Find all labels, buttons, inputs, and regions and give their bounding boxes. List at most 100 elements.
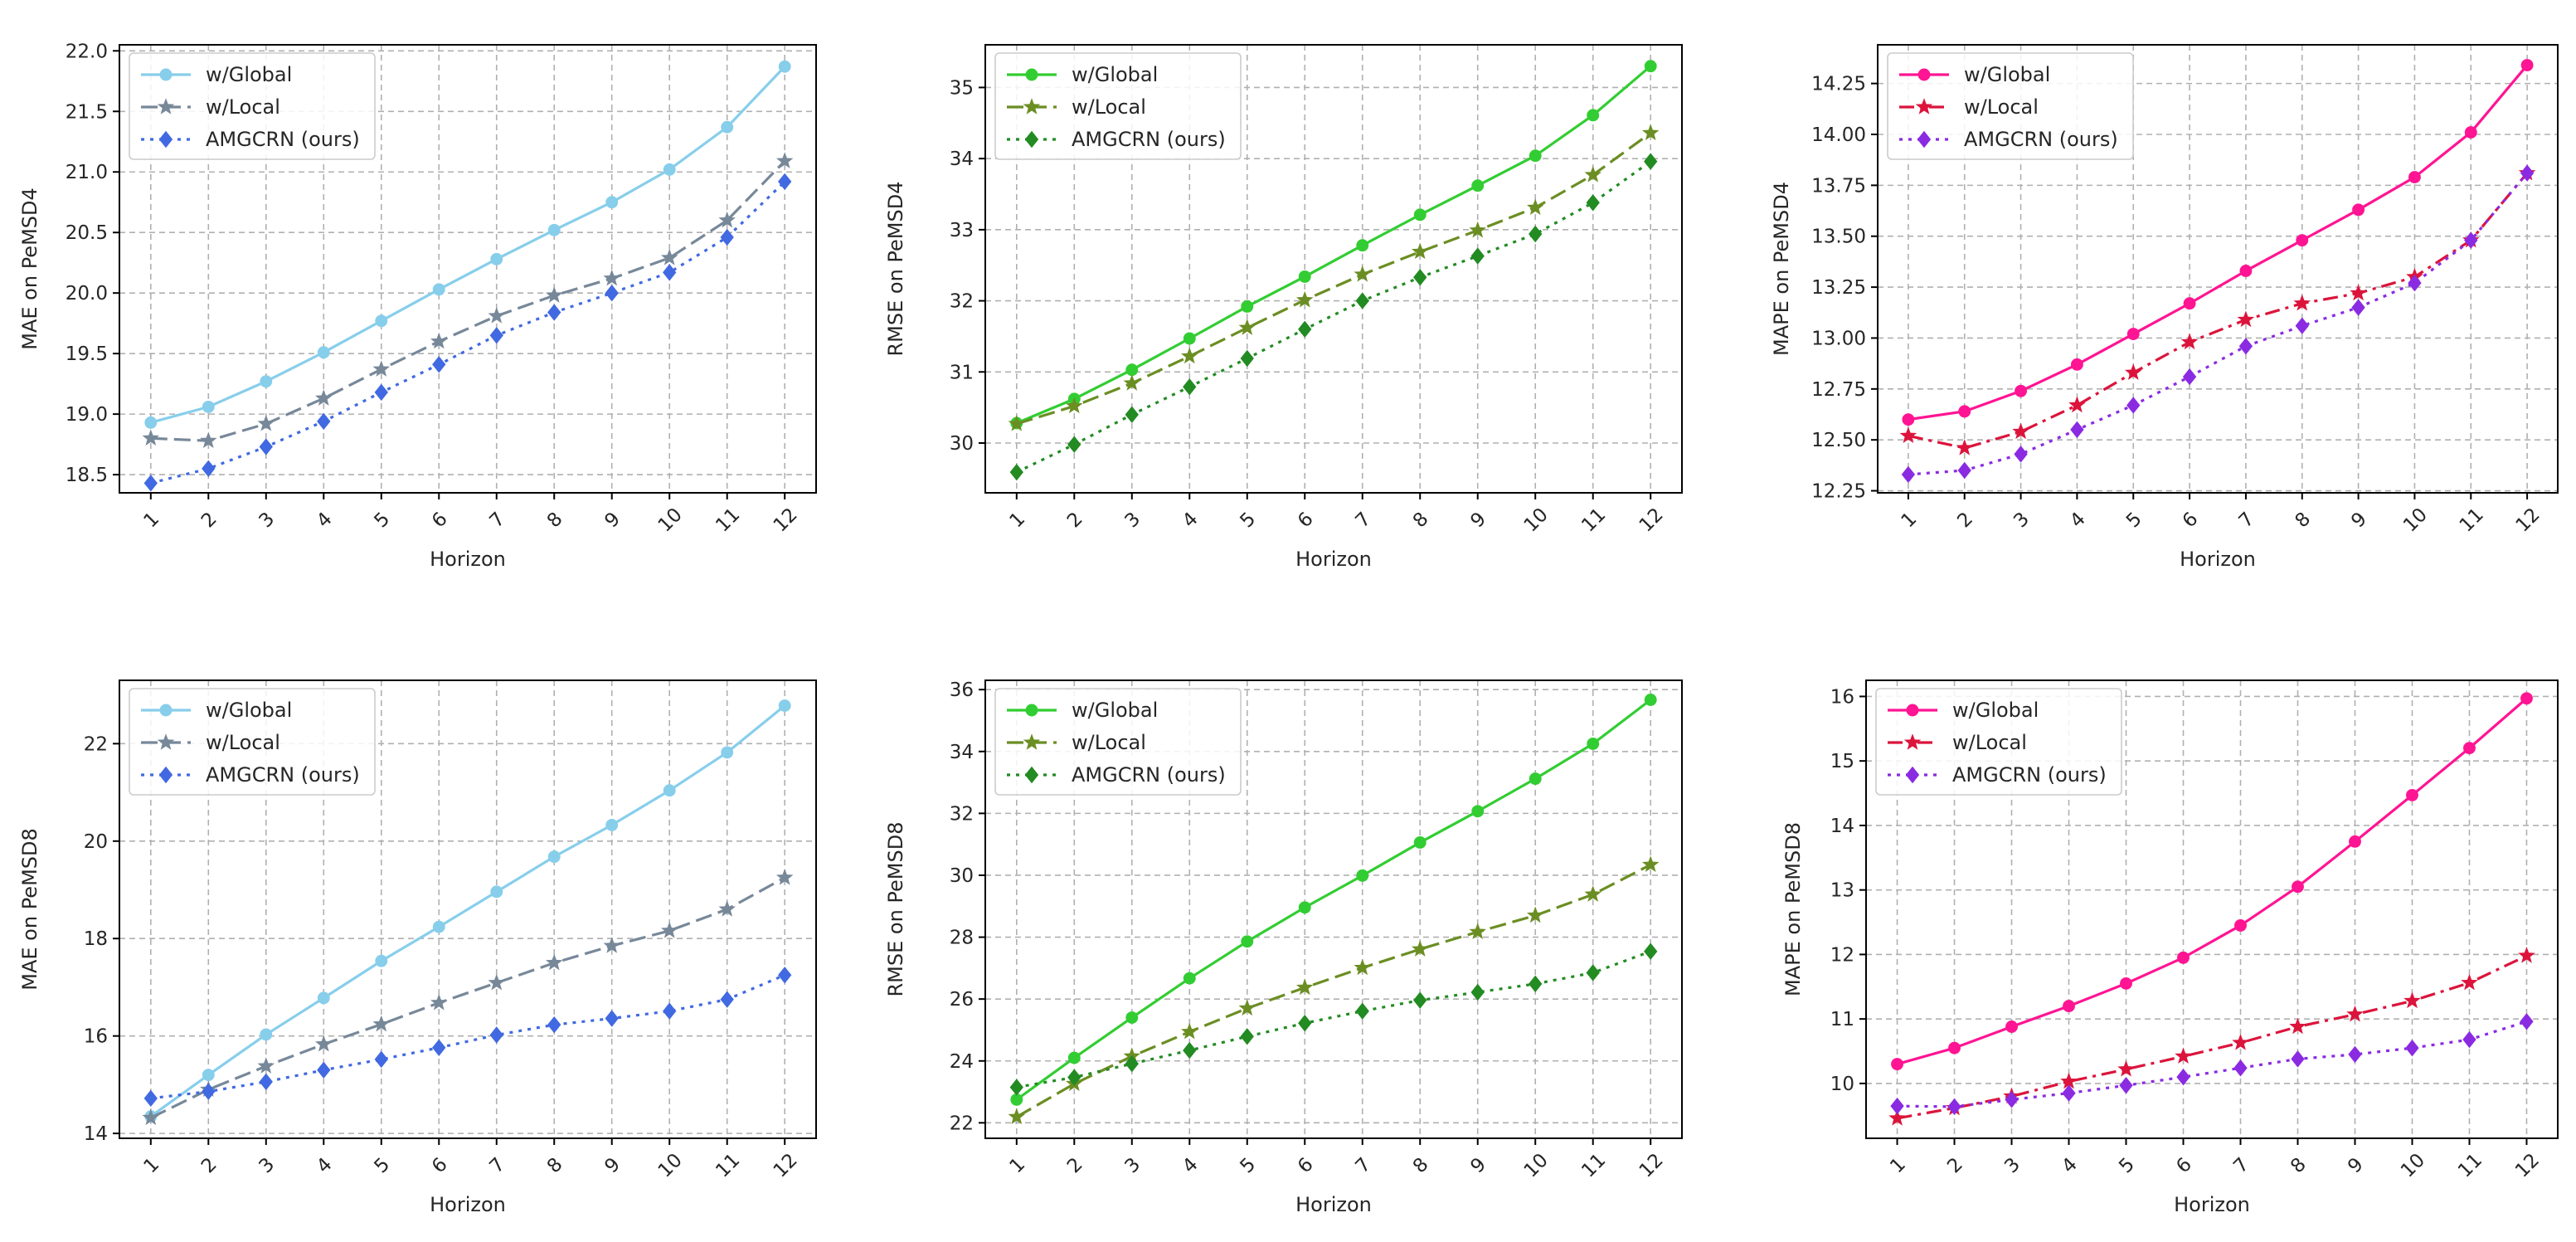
legend-label: w/Local (206, 95, 280, 119)
y-tick-label: 26 (950, 989, 974, 1011)
x-tick-label: 7 (1351, 1154, 1375, 1178)
y-tick-label: 10 (1830, 1074, 1854, 1095)
data-point (488, 973, 506, 991)
legend-label: AMGCRN (ours) (1072, 128, 1226, 151)
x-tick-label: 6 (428, 509, 452, 533)
x-tick-label: 9 (2344, 1154, 2368, 1178)
data-point (1584, 166, 1601, 183)
legend-box (994, 52, 1242, 160)
data-point (2233, 1059, 2248, 1077)
data-point (2464, 231, 2478, 249)
x-tick-label: 3 (2010, 509, 2034, 533)
data-point (721, 120, 734, 134)
data-point (1355, 1002, 1369, 1020)
x-tick-label: 9 (600, 1154, 625, 1178)
data-point (1411, 242, 1429, 260)
data-point (605, 1010, 619, 1027)
data-point (317, 991, 330, 1005)
data-point (1529, 225, 1543, 243)
data-point (2117, 1060, 2135, 1077)
data-point (2520, 59, 2534, 71)
data-point (2293, 294, 2311, 311)
data-point (2124, 363, 2142, 380)
legend-marker (1915, 98, 1933, 114)
data-point (259, 438, 273, 455)
data-point (2520, 164, 2535, 182)
data-point (1413, 991, 1427, 1009)
series-line (1016, 131, 1652, 426)
grid (119, 45, 816, 493)
x-tick-label: 5 (370, 1154, 394, 1178)
data-point (2463, 742, 2476, 755)
data-point (1470, 247, 1485, 265)
y-tick-label: 21.5 (66, 101, 108, 123)
y-tick-label: 12.25 (1811, 481, 1866, 503)
data-point (1240, 349, 1254, 368)
x-tick-label: 8 (1409, 509, 1433, 533)
data-point (2520, 692, 2533, 705)
data-point (1238, 319, 1256, 335)
data-point (1891, 1058, 1903, 1071)
x-axis-label: Horizon (1295, 548, 1372, 571)
y-tick-label: 20.0 (66, 283, 108, 304)
data-point (490, 885, 503, 899)
data-point (1947, 1098, 1961, 1116)
data-point (1356, 239, 1369, 252)
y-tick-label: 33 (950, 220, 974, 241)
data-point (489, 1026, 503, 1044)
y-tick-label: 14 (84, 1123, 108, 1145)
data-point (259, 1073, 273, 1091)
data-point (1470, 983, 1485, 1001)
data-point (375, 314, 388, 328)
series-3 (143, 173, 792, 492)
data-point (2126, 328, 2140, 340)
data-point (1644, 694, 1657, 706)
data-point (202, 1069, 215, 1082)
data-point (1009, 463, 1023, 481)
data-point (663, 163, 676, 176)
data-point (2405, 1039, 2419, 1057)
y-axis-label: MAPE on PeMSD4 (1770, 182, 1793, 356)
legend-marker (1023, 733, 1041, 750)
data-point (663, 1002, 677, 1020)
data-point (432, 283, 445, 296)
legend-label: w/Local (1072, 95, 1146, 119)
y-tick-label: 16 (84, 1026, 108, 1048)
grid (985, 680, 1682, 1138)
legend-marker (157, 98, 175, 114)
data-point (2292, 880, 2304, 894)
data-point (315, 389, 333, 406)
x-tick-label: 12 (770, 504, 802, 537)
legend-marker (157, 733, 175, 750)
x-tick-label: 8 (543, 509, 567, 533)
legend-marker (159, 704, 173, 717)
y-axis-label: RMSE on PeMSD8 (884, 821, 907, 996)
data-point (2295, 317, 2309, 334)
data-point (545, 953, 563, 971)
y-tick-label: 15 (1830, 751, 1854, 772)
x-tick-label: 4 (313, 1154, 337, 1178)
data-point (1067, 436, 1081, 453)
x-tick-label: 1 (1005, 1154, 1029, 1178)
series-line (1897, 697, 2528, 1066)
data-point (375, 954, 388, 967)
data-point (315, 1035, 333, 1052)
x-axis-label: Horizon (2180, 548, 2256, 571)
data-point (317, 346, 330, 359)
series-2 (1008, 124, 1660, 431)
data-point (2350, 284, 2367, 301)
series-2 (1899, 163, 2536, 455)
x-tick-label: 11 (2456, 504, 2488, 537)
series-3 (1890, 1013, 2534, 1116)
x-tick-label: 1 (1005, 509, 1029, 533)
x-tick-label: 8 (1409, 1154, 1433, 1178)
legend-label: AMGCRN (ours) (1952, 763, 2107, 787)
data-point (2237, 310, 2255, 328)
data-point (2403, 991, 2421, 1009)
y-tick-label: 21.0 (66, 162, 108, 183)
data-point (260, 375, 273, 388)
data-point (2060, 1072, 2078, 1089)
legend: w/Global w/Local AMGCRN (ours) (994, 688, 1242, 796)
